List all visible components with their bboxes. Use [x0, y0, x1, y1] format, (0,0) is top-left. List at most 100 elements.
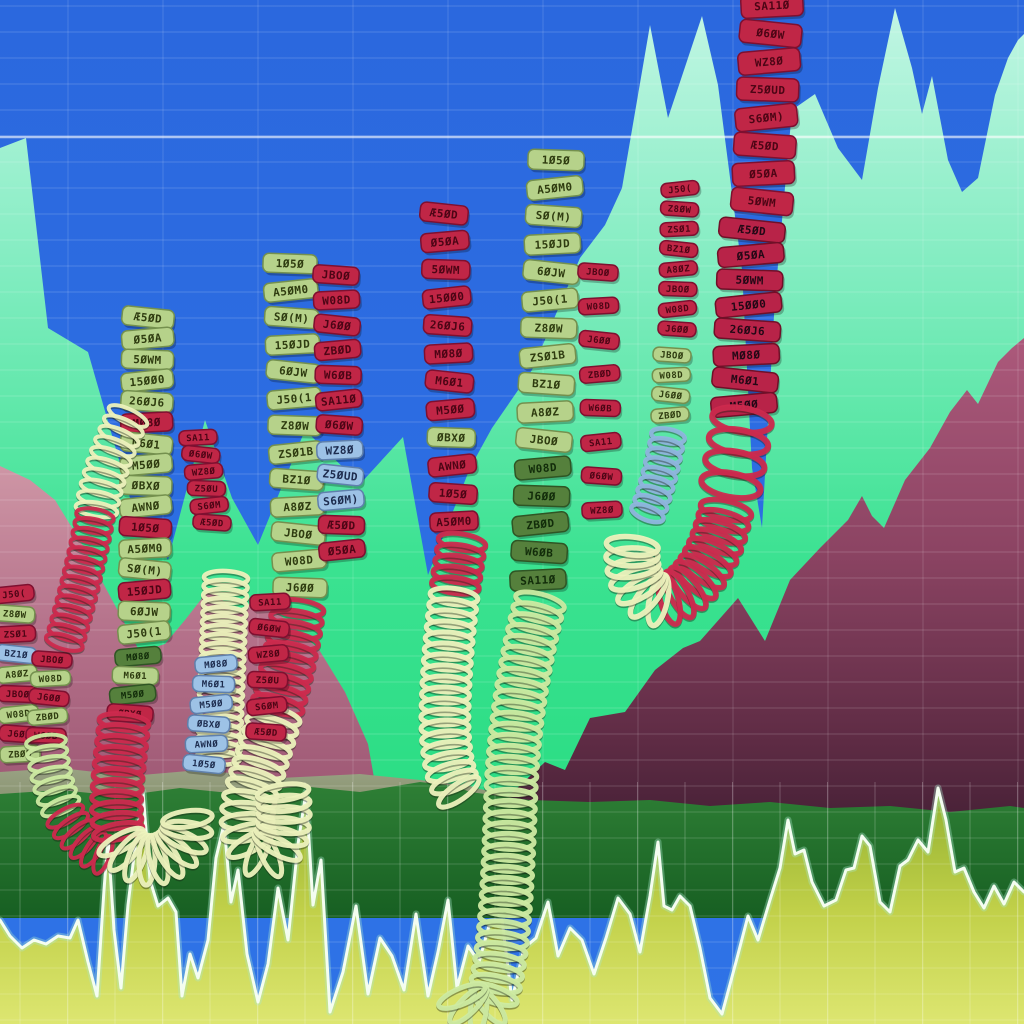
ticker-springs: J50( Z8ØW ZSØ1 BZ1Ø A8ØZ JBOØ W08D J6ØØ ZBØD JBOØ…	[0, 0, 806, 1024]
svg-text:WZ8Ø: WZ8Ø	[754, 54, 784, 69]
ticker-tile: SA11Ø	[314, 388, 365, 414]
ticker-tile: SØ(M)	[263, 305, 321, 332]
ticker-tile: ØBXØ	[186, 714, 232, 737]
ticker-tile: Ø6ØW	[248, 617, 292, 641]
spring-red-column-4-coil	[418, 530, 489, 812]
svg-text:BZ1Ø: BZ1Ø	[532, 377, 561, 392]
coil-ring	[89, 809, 145, 832]
coil-ring	[85, 455, 130, 479]
spring-sage-column-coil	[218, 596, 327, 881]
coil-ring	[489, 709, 545, 732]
coil-ring	[199, 613, 249, 633]
svg-text:J6ØØ: J6ØØ	[527, 490, 556, 504]
coil-ring	[89, 444, 133, 469]
ticker-tile: Ø6ØW	[580, 466, 624, 489]
svg-text:ZSØ1B: ZSØ1B	[529, 348, 566, 365]
coil-ring	[32, 774, 76, 796]
ticker-tile: Z5ØUD	[735, 76, 801, 105]
svg-text:W6ØB: W6ØB	[524, 545, 553, 560]
svg-text:BZ1Ø: BZ1Ø	[282, 473, 311, 488]
svg-text:SA11Ø: SA11Ø	[520, 573, 556, 588]
coil-ring	[629, 502, 666, 525]
ticker-tile: Ø5ØA	[318, 538, 368, 564]
ticker-tile: BZ1Ø	[658, 239, 700, 261]
svg-text:Ø5ØA: Ø5ØA	[132, 331, 163, 347]
spring-red-column-4: Æ5ØD Ø5ØA 5ØWM 15ØØ0 26ØJ6 MØ8Ø M6Ø1 M5ØØ ØBXØ AW…	[418, 201, 481, 535]
coil-ring	[494, 676, 549, 700]
coil-ring	[640, 464, 679, 486]
svg-text:WZ8Ø: WZ8Ø	[325, 443, 354, 457]
coil-ring	[476, 918, 531, 941]
svg-text:SØ(M): SØ(M)	[535, 209, 571, 224]
coil-ring	[603, 533, 661, 559]
ticker-tile: WZ8Ø	[737, 47, 803, 78]
svg-text:5ØWM: 5ØWM	[133, 353, 162, 367]
ticker-tile: JBOØ	[658, 280, 699, 300]
spring-left-tall-coil	[88, 711, 215, 890]
svg-text:26ØJ6: 26ØJ6	[729, 323, 765, 338]
coil-ring	[432, 552, 485, 575]
coil-ring	[200, 595, 249, 615]
ticker-tile: SØ(M)	[117, 557, 173, 585]
coil-ring	[478, 885, 534, 907]
svg-text:A8ØZ: A8ØZ	[283, 500, 312, 514]
svg-text:ZSØ1: ZSØ1	[3, 629, 27, 641]
coil-ring	[40, 793, 82, 819]
coil-ring	[645, 445, 683, 466]
ticker-tile: J6ØØ	[657, 320, 698, 341]
coil-ring	[74, 506, 116, 526]
coil-ring	[255, 814, 312, 837]
svg-text:ZSØ1: ZSØ1	[667, 224, 691, 236]
svg-text:ZSØ1B: ZSØ1B	[277, 445, 314, 462]
coil-ring	[488, 720, 544, 743]
coil-ring	[68, 535, 110, 556]
coil-ring	[221, 788, 278, 812]
coil-ring	[433, 541, 487, 565]
svg-text:M5ØØ: M5ØØ	[120, 688, 145, 701]
coil-ring	[106, 403, 150, 429]
ticker-tile: Ø6ØW	[315, 414, 365, 439]
ticker-tile: 6ØJW	[522, 258, 582, 288]
coil-ring	[502, 632, 557, 657]
svg-text:JBOØ: JBOØ	[586, 266, 610, 279]
svg-text:Ø5ØA: Ø5ØA	[429, 234, 460, 250]
coil-ring	[420, 662, 474, 684]
coil-ring	[200, 586, 250, 606]
ticker-tile: Ø5ØA	[731, 159, 797, 190]
coil-ring	[648, 426, 688, 446]
ticker-tile: J50(1	[520, 287, 581, 315]
svg-text:WZ8Ø: WZ8Ø	[191, 466, 216, 479]
coil-ring	[422, 749, 475, 773]
coil-ring	[419, 684, 472, 706]
ticker-tile: J50(	[0, 583, 37, 607]
svg-text:S6ØM): S6ØM)	[748, 110, 785, 127]
svg-text:A5ØM0: A5ØM0	[436, 515, 472, 530]
coil-ring	[64, 554, 106, 576]
svg-text:5ØWM: 5ØWM	[747, 194, 777, 210]
coil-ring	[418, 706, 472, 728]
coil-ring	[436, 981, 488, 1011]
coil-ring	[483, 786, 539, 808]
ticker-tile: Z8ØW	[519, 316, 579, 342]
ticker-tile: M6Ø1	[424, 369, 476, 397]
ticker-tile: 5ØWM	[120, 348, 176, 373]
svg-text:A5ØM0: A5ØM0	[272, 283, 309, 300]
svg-text:J50(: J50(	[668, 184, 693, 196]
ticker-tile: MØ8Ø	[712, 342, 782, 370]
svg-text:W6ØB: W6ØB	[588, 403, 612, 415]
ticker-tile: Z5ØUD	[316, 463, 366, 489]
ticker-tile: S6ØM	[189, 495, 231, 518]
ticker-tile: SØ(M)	[524, 203, 584, 231]
ticker-tile: W6ØB	[579, 398, 623, 420]
coil-ring	[695, 506, 752, 535]
svg-text:AWNØ: AWNØ	[194, 739, 218, 751]
coil-ring	[154, 829, 200, 869]
svg-text:W08D: W08D	[322, 293, 351, 307]
svg-text:W6ØB: W6ØB	[324, 369, 353, 383]
svg-text:MØ8Ø: MØ8Ø	[126, 651, 151, 664]
ticker-tile: M6Ø1	[191, 674, 237, 696]
svg-text:26ØJ6: 26ØJ6	[129, 394, 165, 409]
svg-text:ZBØD: ZBØD	[8, 749, 32, 761]
ticker-tile: 15ØJD	[117, 578, 174, 605]
coil-ring	[682, 544, 734, 580]
